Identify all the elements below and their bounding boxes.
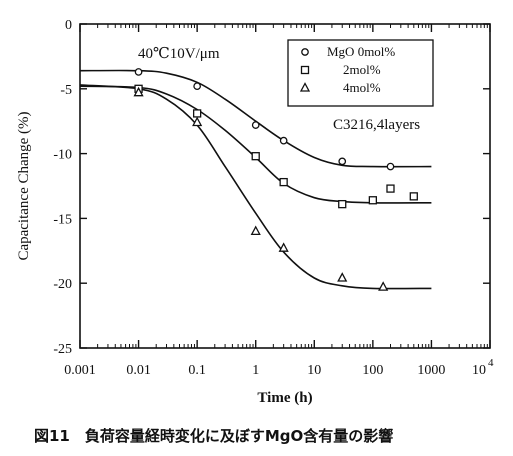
data-point-circle <box>338 157 347 166</box>
legend-marker-circle <box>301 48 309 56</box>
legend: MgO 0mol% 2mol% 4mol% <box>287 39 434 107</box>
data-point-circle <box>279 136 288 145</box>
x-axis-title: Time (h) <box>257 390 312 406</box>
legend-label: 4mol% <box>343 80 381 95</box>
x-tick-label: 1 <box>252 363 259 378</box>
x-tick-label: 0.01 <box>126 363 151 378</box>
data-point-triangle <box>250 225 261 236</box>
y-tick-label: -20 <box>53 277 72 292</box>
plot-frame <box>79 23 491 349</box>
data-point-circle <box>134 68 143 76</box>
data-markers <box>133 68 418 291</box>
data-point-square <box>386 184 395 193</box>
data-point-triangle <box>133 86 144 97</box>
x-tick-label: 100 <box>362 363 383 378</box>
data-point-square <box>279 177 288 187</box>
data-point-square <box>192 109 202 118</box>
x-tick-label-base: 10 <box>472 363 486 378</box>
legend-label: 2mol% <box>343 62 381 77</box>
data-point-square <box>251 152 260 161</box>
x-tick-10e4: 10 4 <box>472 357 494 378</box>
data-point-circle <box>251 121 260 129</box>
y-axis-ticks: 0 -5 -10 -15 -20 -25 <box>53 18 490 357</box>
data-point-square <box>368 196 378 205</box>
data-point-circle <box>193 82 201 91</box>
y-tick-label: -15 <box>53 212 72 227</box>
data-point-triangle <box>378 281 389 291</box>
legend-box <box>287 39 434 107</box>
data-point-triangle <box>337 272 348 282</box>
legend-marker-square <box>300 65 310 75</box>
y-tick-label: -5 <box>60 83 72 98</box>
y-axis-title: Capacitance Change (%) <box>16 111 32 260</box>
x-tick-label: 0.001 <box>64 363 96 378</box>
x-tick-label: 10 <box>307 363 321 378</box>
x-tick-label: 1000 <box>417 363 445 378</box>
y-tick-label: -25 <box>53 342 72 357</box>
data-point-triangle <box>278 242 289 252</box>
figure-caption: 図11 負荷容量経時変化に及ぼすMgO含有量の影響 <box>34 427 393 445</box>
data-point-square <box>409 192 418 201</box>
y-tick-label: -10 <box>53 148 72 163</box>
legend-label: MgO 0mol% <box>327 44 395 59</box>
sample-label: C3216,4layers <box>333 117 420 133</box>
test-condition-label: 40℃10V/μm <box>138 46 220 62</box>
y-tick-label: 0 <box>65 18 72 33</box>
x-tick-label: 0.1 <box>188 363 206 378</box>
data-point-square <box>338 199 347 209</box>
series-curve-0 <box>79 69 432 168</box>
legend-marker-triangle <box>299 82 311 92</box>
data-point-circle <box>386 162 395 171</box>
x-tick-label-exponent: 4 <box>488 357 494 369</box>
legend-items: MgO 0mol% 2mol% 4mol% <box>299 44 395 95</box>
series-curve-2 <box>79 84 432 290</box>
x-axis-ticks: 0.001 0.01 0.1 1 10 100 1000 <box>64 24 491 378</box>
data-point-triangle <box>192 116 203 127</box>
